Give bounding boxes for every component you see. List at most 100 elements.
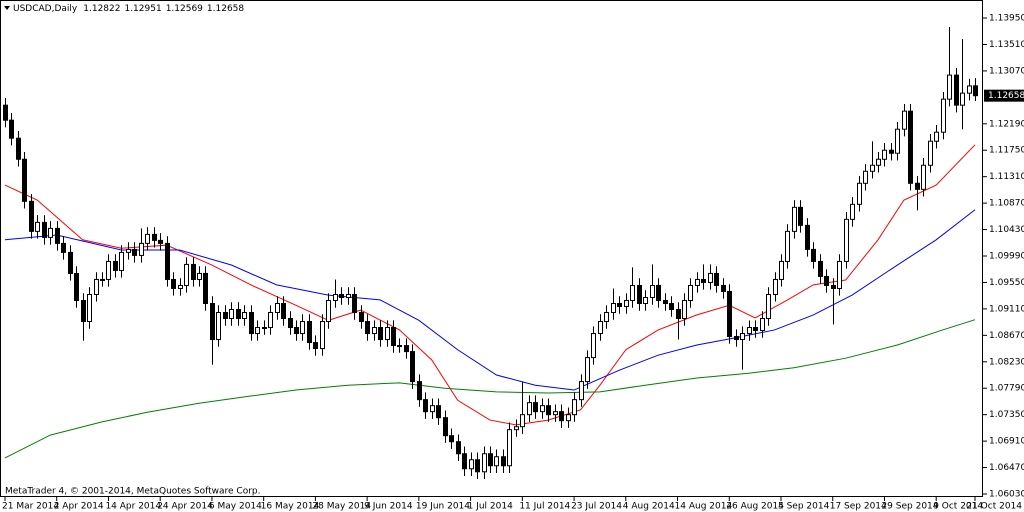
candle-body [579,381,584,401]
x-tick-label: 21 Mar 2014 [2,502,59,512]
candle-body [22,158,27,202]
candle-body [727,290,732,338]
y-tick-label: 1.11750 [989,146,1024,156]
candle-body [889,149,894,154]
candle-body [604,312,609,323]
y-tick-label: 1.13070 [989,66,1024,76]
candle-body [617,302,622,307]
candle-body [61,242,66,253]
candle-body [779,260,784,280]
candle-body [35,221,40,232]
price-box [984,89,1024,102]
candle-body [48,227,53,238]
candle-body [844,218,849,262]
candle-body [688,284,693,301]
candle-body [773,278,778,295]
candle-body [236,308,241,320]
candle-body [721,284,726,292]
candle-body [404,345,409,353]
candle-body [520,414,525,428]
candle-body [876,158,881,166]
candle-body [320,321,325,350]
candle-body [171,278,176,289]
candle-body [947,74,952,100]
chart-header: USDCAD,Daily 1.12822 1.12951 1.12569 1.12658 [13,4,244,14]
candle-body [637,284,642,304]
y-tick-label: 1.09990 [989,252,1024,262]
candle-body [954,74,959,106]
candle-body [921,164,926,190]
y-tick-label: 1.10870 [989,199,1024,209]
candle-body [158,239,163,244]
candle-body [132,248,137,256]
candle-body [514,426,519,431]
candle-body [242,312,247,320]
candle-body [106,260,111,280]
candle-body [611,302,616,314]
candle-body [372,327,377,335]
y-tick-label: 1.12190 [989,119,1024,129]
current-price: 1.12658 [988,91,1024,101]
candle-body [100,278,105,281]
candle-body [268,312,273,329]
y-tick-label: 1.07350 [989,410,1024,420]
candle-body [42,221,47,238]
candle-body [507,429,512,467]
footer: MetaTrader 4, © 2001-2014, MetaQuotes So… [5,487,261,497]
candle-body [663,299,668,304]
candle-body [882,149,887,160]
candle-body [307,321,312,344]
candle-body [533,402,538,413]
candle-body [585,357,590,383]
candle-body [624,299,629,307]
candle-body [126,248,131,253]
menu-arrow[interactable] [4,6,10,10]
y-tick-label: 1.07790 [989,384,1024,394]
candle-body [553,411,558,416]
candle-body [81,299,86,323]
candle-body [74,272,79,301]
candle-body [275,302,280,314]
candle-body [55,227,60,244]
candle-body [811,248,816,262]
candle-body [423,399,428,413]
candle-body [501,456,506,467]
x-tick-label: 6 May 2014 [209,502,262,512]
candle-body [443,417,448,437]
candle-body [941,98,946,133]
x-tick-label: 11 Jul 2014 [519,502,570,512]
candle-body [740,333,745,341]
x-tick-label: 19 Jun 2014 [416,502,470,512]
candle-body [837,260,842,289]
x-tick-label: 16 May 2014 [261,502,320,512]
x-tick-label: 17 Sep 2014 [830,502,887,512]
moving-average [4,209,976,391]
candle-body [139,242,144,256]
y-tick-label: 1.09550 [989,278,1024,288]
candle-body [805,224,810,250]
x-tick-label: 29 Sep 2014 [881,502,938,512]
candle-body [915,182,920,190]
candle-body [223,312,228,320]
candle-body [559,411,564,422]
header-low: 1.12569 [166,4,203,14]
candle-body [753,327,758,332]
candle-body [378,327,383,341]
candle-body [456,441,461,455]
candle-body [294,327,299,335]
candle-body [488,453,493,467]
candle-body [410,351,415,383]
candle-body [313,342,318,350]
x-tick-label: 14 Apr 2014 [105,502,161,512]
candle-body [197,272,202,280]
candle-body [482,453,487,473]
candle-body [701,278,706,283]
candle-body [469,459,474,470]
symbol: USDCAD,Daily [13,4,78,14]
candle-body [359,312,364,323]
candle-body [824,275,829,286]
candle-body [908,110,913,184]
candle-body [352,293,357,314]
candle-body [656,284,661,301]
